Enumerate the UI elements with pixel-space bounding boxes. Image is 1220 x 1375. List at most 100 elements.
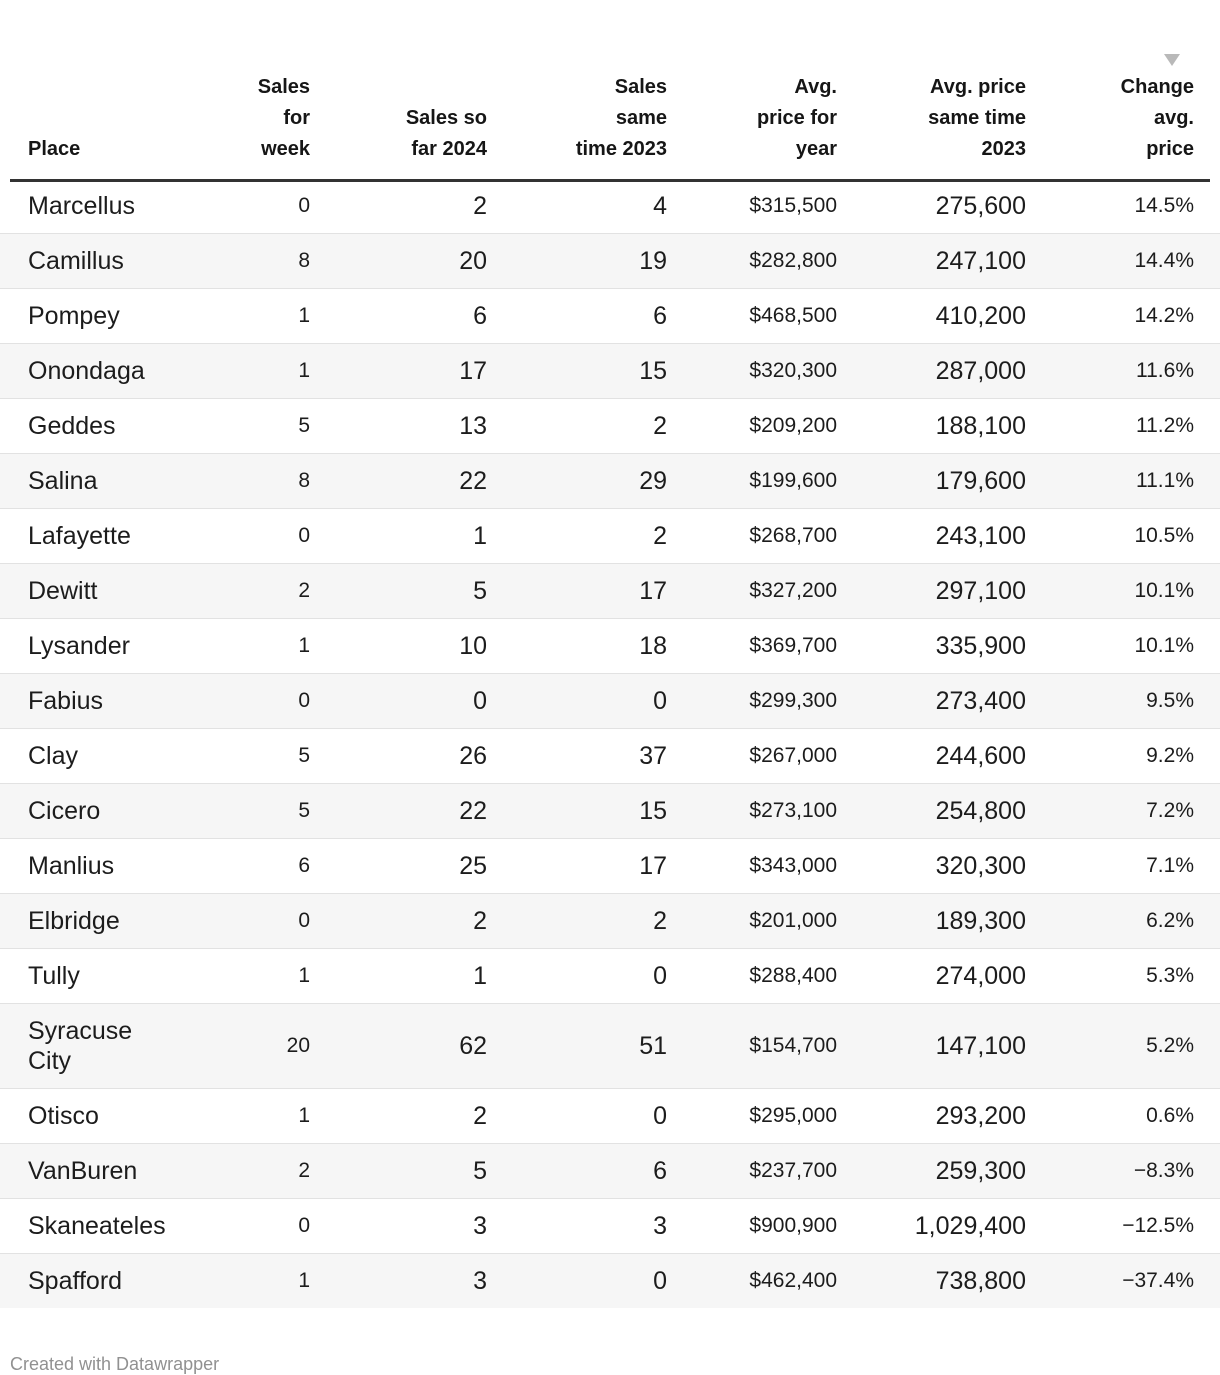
cell-price_year: $369,700 <box>667 618 837 674</box>
cell-sales_2023: 17 <box>487 838 667 894</box>
cell-place: Geddes <box>0 398 215 454</box>
cell-sales_2024: 25 <box>310 838 487 894</box>
cell-change: 9.2% <box>1026 728 1220 784</box>
table-row: Clay 5 26 37 $267,000 244,600 9.2% <box>0 728 1220 784</box>
cell-sales_week: 1 <box>215 1253 310 1308</box>
cell-sales_2023: 0 <box>487 1253 667 1308</box>
cell-sales_week: 0 <box>215 1198 310 1254</box>
cell-price_2023: 147,100 <box>837 1003 1026 1089</box>
datawrapper-table: Place Sales for week Sales so far 2024 Sale… <box>0 0 1220 1308</box>
table-row: Syracuse City 20 62 51 $154,700 147,100 5.2% <box>0 1003 1220 1089</box>
cell-price_year: $315,500 <box>749 194 837 217</box>
cell-place: Manlius <box>0 838 215 894</box>
cell-price_year: $299,300 <box>667 673 837 729</box>
cell-price_2023: 273,400 <box>837 673 1026 729</box>
cell-sales_week: 1 <box>215 343 310 399</box>
table-row: Cicero 5 22 15 $273,100 254,800 7.2% <box>0 783 1220 839</box>
table-row: Pompey 1 6 6 $468,500 410,200 14.2% <box>0 288 1220 344</box>
cell-place: Clay <box>0 728 215 784</box>
column-header-label: Avg. price same time 2023 <box>928 76 1026 160</box>
cell-price_2023: 247,100 <box>837 233 1026 289</box>
cell-price_2023: 275,600 <box>935 192 1026 220</box>
datawrapper-credit: Created with Datawrapper <box>10 1354 220 1374</box>
cell-sales_week: 2 <box>215 563 310 619</box>
column-header-sales_2023[interactable]: Sales same time 2023 <box>487 0 667 179</box>
cell-sales_week: 8 <box>215 453 310 509</box>
cell-price_year: $237,700 <box>667 1143 837 1199</box>
table-row: VanBuren 2 5 6 $237,700 259,300 −8.3% <box>0 1143 1220 1199</box>
cell-price_year: $468,500 <box>667 288 837 344</box>
cell-place: Onondaga <box>0 343 215 399</box>
cell-sales_2023: 15 <box>487 343 667 399</box>
cell-sales_2024: 10 <box>310 618 487 674</box>
cell-price_2023: 287,000 <box>837 343 1026 399</box>
cell-sales_2024: 5 <box>310 1143 487 1199</box>
table-row: Salina 8 22 29 $199,600 179,600 11.1% <box>0 453 1220 509</box>
cell-place: Tully <box>0 948 215 1004</box>
cell-price_2023: 293,200 <box>837 1088 1026 1144</box>
cell-sales_2024: 3 <box>310 1198 487 1254</box>
table-row: Elbridge 0 2 2 $201,000 189,300 6.2% <box>0 893 1220 949</box>
column-header-sales_week[interactable]: Sales for week <box>215 0 310 179</box>
cell-sales_week: 5 <box>215 398 310 454</box>
cell-price_2023: 259,300 <box>837 1143 1026 1199</box>
cell-price_year: $267,000 <box>667 728 837 784</box>
cell-sales_2023: 15 <box>487 783 667 839</box>
column-header-price_year[interactable]: Avg. price for year <box>667 0 837 179</box>
cell-place: Elbridge <box>0 893 215 949</box>
cell-sales_2024: 13 <box>310 398 487 454</box>
column-header-change[interactable]: Change avg. price <box>1026 0 1220 179</box>
cell-price_2023: 738,800 <box>837 1253 1026 1308</box>
cell-sales_2024: 62 <box>310 1003 487 1089</box>
cell-change: 14.2% <box>1026 288 1220 344</box>
cell-price_year: $327,200 <box>667 563 837 619</box>
cell-price_year: $268,700 <box>667 508 837 564</box>
cell-change: 6.2% <box>1026 893 1220 949</box>
cell-sales_2024: 17 <box>310 343 487 399</box>
column-header-sales_2024[interactable]: Sales so far 2024 <box>310 0 487 179</box>
sort-descending-icon <box>1164 54 1180 66</box>
cell-sales_2023: 0 <box>487 1088 667 1144</box>
cell-change: −37.4% <box>1026 1253 1220 1308</box>
cell-change: 11.2% <box>1026 398 1220 454</box>
cell-change: 10.1% <box>1026 618 1220 674</box>
cell-sales_week: 1 <box>215 1088 310 1144</box>
cell-place: Lafayette <box>0 508 215 564</box>
cell-price_year: $295,000 <box>667 1088 837 1144</box>
column-header-price_2023[interactable]: Avg. price same time 2023 <box>837 0 1026 179</box>
cell-price_2023: 243,100 <box>837 508 1026 564</box>
cell-sales_2024: 3 <box>310 1253 487 1308</box>
cell-sales_2024: 6 <box>310 288 487 344</box>
cell-sales_2024: 0 <box>310 673 487 729</box>
column-header-place[interactable]: Place <box>0 0 215 179</box>
cell-sales_2024: 2 <box>310 893 487 949</box>
table-row: Spafford 1 3 0 $462,400 738,800 −37.4% <box>0 1253 1220 1308</box>
table-row: Otisco 1 2 0 $295,000 293,200 0.6% <box>0 1088 1220 1144</box>
cell-sales_week: 8 <box>215 233 310 289</box>
table-body: Marcellus 0 2 4 $315,500 275,600 14.5% Camillus… <box>0 179 1220 1308</box>
cell-price_2023: 297,100 <box>837 563 1026 619</box>
cell-price_2023: 189,300 <box>837 893 1026 949</box>
cell-price_2023: 274,000 <box>837 948 1026 1004</box>
cell-price_2023: 1,029,400 <box>837 1198 1026 1254</box>
cell-price_year: $900,900 <box>667 1198 837 1254</box>
column-header-label: Change avg. price <box>1120 76 1194 160</box>
cell-place: Marcellus <box>28 192 135 220</box>
cell-price_2023: 254,800 <box>837 783 1026 839</box>
cell-sales_2024: 2 <box>310 1088 487 1144</box>
cell-sales_2023: 0 <box>487 948 667 1004</box>
header-row: Place Sales for week Sales so far 2024 Sale… <box>0 0 1220 179</box>
table-row: Manlius 6 25 17 $343,000 320,300 7.1% <box>0 838 1220 894</box>
cell-change: 14.5% <box>1134 194 1194 217</box>
cell-place: Spafford <box>0 1253 215 1308</box>
cell-sales_week: 1 <box>215 948 310 1004</box>
cell-price_year: $199,600 <box>667 453 837 509</box>
cell-price_year: $273,100 <box>667 783 837 839</box>
cell-change: 14.4% <box>1026 233 1220 289</box>
cell-price_2023: 410,200 <box>837 288 1026 344</box>
cell-price_2023: 335,900 <box>837 618 1026 674</box>
cell-price_year: $209,200 <box>667 398 837 454</box>
cell-price_2023: 320,300 <box>837 838 1026 894</box>
header-divider <box>10 179 1210 182</box>
cell-price_year: $282,800 <box>667 233 837 289</box>
